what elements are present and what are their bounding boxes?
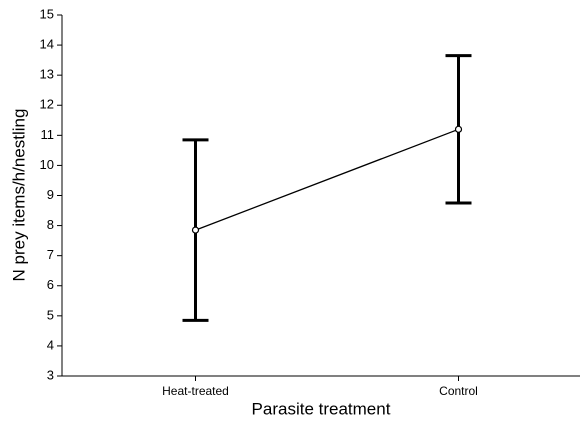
x-axis-label: Parasite treatment — [252, 399, 391, 418]
point — [454, 125, 463, 133]
y-tick-label: 8 — [47, 217, 54, 232]
line — [195, 128, 459, 231]
y-axis-label: N prey items/h/nestling — [9, 109, 28, 282]
point — [191, 226, 200, 234]
y-tick-label: 15 — [40, 6, 54, 21]
y-tick-label: 11 — [41, 127, 55, 142]
y-tick-label: 5 — [47, 307, 54, 322]
y-tick-label: 4 — [47, 337, 54, 352]
y-tick-label: 14 — [40, 37, 54, 52]
y-tick-label: 9 — [47, 187, 54, 202]
y-tick-label: 13 — [40, 67, 54, 82]
y-tick-label: 7 — [47, 247, 54, 262]
y-tick-label: 3 — [47, 367, 54, 382]
x-tick-label: Control — [439, 384, 478, 398]
y-tick-label: 6 — [47, 277, 54, 292]
y-tick-label: 12 — [40, 97, 54, 112]
y-tick-label: 10 — [40, 157, 54, 172]
x-tick-label: Heat-treated — [162, 384, 229, 398]
